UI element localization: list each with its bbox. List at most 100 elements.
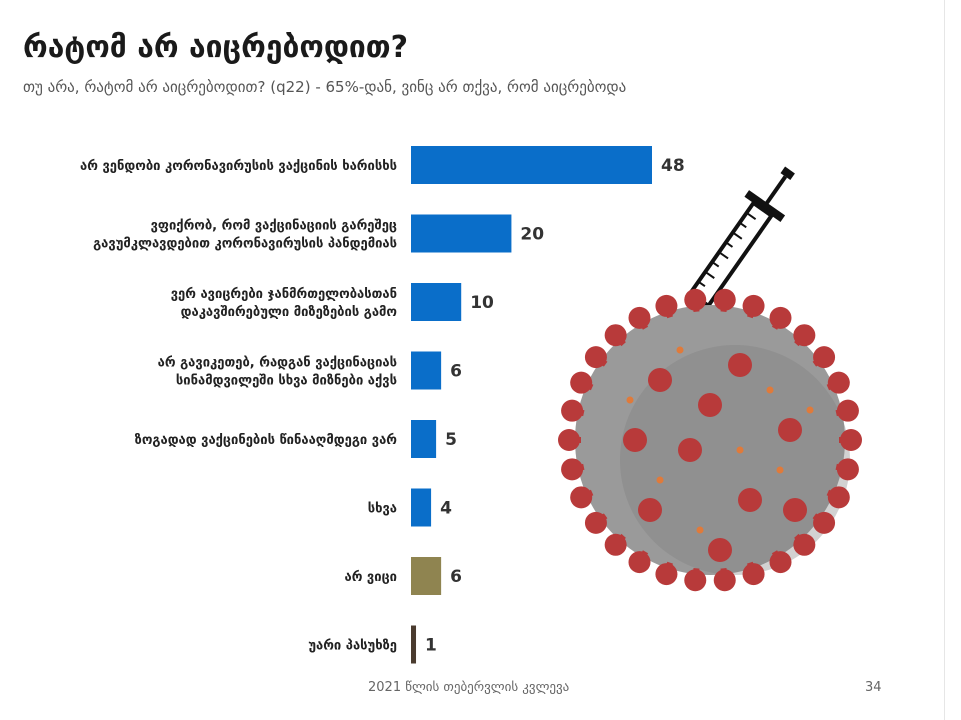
virus-spike: [827, 371, 850, 394]
category-label-line: დაკავშირებული მიზეზების გამო: [181, 305, 397, 320]
virus-dot: [676, 346, 684, 354]
virus-dot: [696, 526, 704, 534]
bar-row: 6 არ ვიცი: [345, 557, 462, 595]
virus-spike: [713, 569, 736, 592]
virus-surface-spike: [623, 428, 647, 452]
category-label-line: სხვა: [368, 502, 397, 517]
category-label-line: არ ვიცი: [345, 570, 398, 585]
virus-spike: [713, 288, 736, 311]
virus-surface-spike: [708, 538, 732, 562]
category-label: სხვა: [368, 502, 397, 517]
category-label: არ გავიკეთებ, რადგან ვაქცინაციას სინამდვი…: [158, 356, 397, 389]
bar: [411, 557, 442, 595]
bar-value-label: 6: [450, 362, 462, 382]
virus-dot: [776, 466, 784, 474]
syringe-scale-marks: [697, 212, 757, 288]
category-label: ვფიქრობ, რომ ვაქცინაციის გარეშეც გავუმკლა…: [93, 219, 397, 252]
footer-source: 2021 წლის თებერვლის კვლევა: [368, 680, 570, 695]
bar: [411, 420, 437, 458]
category-label-line: არ გავიკეთებ, რადგან ვაქცინაციას: [158, 356, 397, 371]
category-label-line: გავუმკლავდებით კორონავირუსის პანდემიას: [93, 237, 397, 252]
category-label: ზოგადად ვაქცინების წინააღმდეგი ვარ: [135, 433, 398, 448]
virus-surface-spike: [783, 498, 807, 522]
category-label: უარი პასუხზე: [308, 639, 397, 654]
virus-spike: [561, 458, 584, 481]
virus-spike: [584, 346, 607, 369]
bar-row: 6 არ გავიკეთებ, რადგან ვაქცინაციას სინამდვ…: [158, 351, 462, 390]
virus-dot: [766, 386, 774, 394]
virus-spike: [628, 306, 651, 329]
virus-spike: [604, 324, 627, 347]
virus-surface-spike: [778, 418, 802, 442]
virus-spike: [827, 486, 850, 509]
virus-spike: [813, 346, 836, 369]
virus-dot: [656, 476, 664, 484]
bar: [411, 351, 442, 390]
virus-spike: [570, 371, 593, 394]
bar: [411, 214, 512, 253]
virus-spike: [684, 288, 707, 311]
bar-value-label: 1: [425, 636, 437, 656]
category-label: არ ვენდობი კორონავირუსის ვაქცინის ხარისხ…: [80, 159, 397, 174]
virus-spike: [684, 569, 707, 592]
virus-surface-spike: [728, 353, 752, 377]
category-label-line: უარი პასუხზე: [308, 639, 397, 654]
virus-spike: [836, 458, 859, 481]
bar-row: 10 ვერ ავიცრები ჯანმრთელობასთან დაკავშირებ…: [171, 283, 494, 321]
bar: [411, 625, 417, 664]
category-label-line: სინამდვილეში სხვა მიზნები აქვს: [176, 374, 397, 389]
virus-spike: [655, 294, 678, 317]
virus-surface-spike: [648, 368, 672, 392]
virus-dot: [736, 446, 744, 454]
bar-chart: 48 არ ვენდობი კორონავირუსის ვაქცინის ხარი…: [80, 146, 685, 664]
bar-row: 48 არ ვენდობი კორონავირუსის ვაქცინის ხარი…: [80, 146, 685, 184]
virus-spike: [628, 551, 651, 574]
virus-spike: [558, 429, 580, 451]
category-label: არ ვიცი: [345, 570, 398, 585]
slide-subtitle: თუ არა, რატომ არ აიცრებოდით? (q22) - 65%…: [23, 78, 627, 96]
syringe-plunger-rod: [764, 175, 788, 206]
virus-surface-spike: [738, 488, 762, 512]
syringe-flange: [744, 190, 786, 222]
virus-spike: [655, 563, 678, 586]
virus-spike: [840, 429, 862, 451]
bar: [411, 283, 462, 321]
slide-title: რატომ არ აიცრებოდით?: [23, 30, 409, 65]
bar-row: 5 ზოგადად ვაქცინების წინააღმდეგი ვარ: [135, 420, 457, 458]
bar-value-label: 48: [661, 156, 685, 176]
virus-icon: [558, 288, 862, 592]
virus-dot: [626, 396, 634, 404]
virus-spike: [793, 324, 816, 347]
bar-value-label: 10: [470, 293, 494, 313]
virus-surface-spike: [638, 498, 662, 522]
virus-dot: [806, 406, 814, 414]
virus-spike: [813, 511, 836, 534]
virus-spike: [561, 399, 584, 422]
virus-spike: [584, 511, 607, 534]
virus-spike: [793, 533, 816, 556]
category-label-line: ზოგადად ვაქცინების წინააღმდეგი ვარ: [135, 433, 398, 448]
page-number: 34: [865, 680, 882, 695]
bar-row: 20 ვფიქრობ, რომ ვაქცინაციის გარეშეც გავუმკ…: [93, 214, 544, 253]
virus-spike: [742, 294, 765, 317]
bar: [411, 488, 432, 527]
category-label-line: ვერ ავიცრები ჯანმრთელობასთან: [171, 287, 397, 302]
virus-spike: [769, 551, 792, 574]
bar-value-label: 4: [440, 499, 452, 519]
slide-edge-divider: [944, 0, 945, 720]
bar-row: 1 უარი პასუხზე: [308, 625, 437, 664]
bar-value-label: 5: [445, 430, 457, 450]
virus-surface-spike: [678, 438, 702, 462]
virus-spike: [570, 486, 593, 509]
virus-surface-spike: [698, 393, 722, 417]
category-label-line: ვფიქრობ, რომ ვაქცინაციის გარეშეც: [151, 219, 397, 234]
virus-spike: [742, 563, 765, 586]
category-label: ვერ ავიცრები ჯანმრთელობასთან დაკავშირებულ…: [171, 287, 397, 320]
virus-spike: [836, 399, 859, 422]
bar-value-label: 20: [520, 225, 544, 245]
virus-spike: [769, 306, 792, 329]
bar-row: 4 სხვა: [368, 488, 452, 527]
coronavirus-syringe-icon: [558, 166, 862, 592]
bar-value-label: 6: [450, 567, 462, 587]
